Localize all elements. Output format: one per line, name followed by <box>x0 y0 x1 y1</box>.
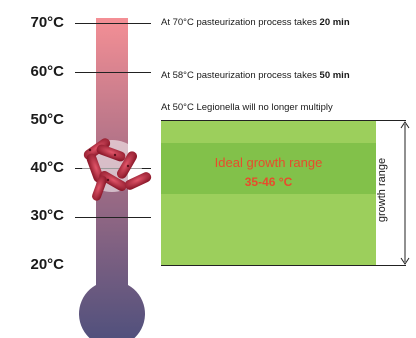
temp-label-30: 30°C <box>30 207 64 224</box>
range-top-line <box>161 120 406 121</box>
temp-label-40: 40°C <box>30 159 64 176</box>
range-bottom-line <box>161 265 406 266</box>
note-50: At 50°C Legionella will no longer multip… <box>161 102 333 113</box>
temp-label-50: 50°C <box>30 111 64 128</box>
ideal-range-value: 35-46 °C <box>244 175 293 189</box>
tick-30 <box>75 217 151 218</box>
temp-label-60: 60°C <box>30 63 64 80</box>
temp-label-70: 70°C <box>30 14 64 31</box>
ideal-range-title: Ideal growth range <box>214 155 323 170</box>
note-58: At 58°C pasteurization process takes 50 … <box>161 70 350 81</box>
tick-60 <box>75 72 151 73</box>
tick-70 <box>75 23 151 24</box>
ideal-growth-band <box>161 143 376 194</box>
note-70: At 70°C pasteurization process takes 20 … <box>161 17 350 28</box>
temp-label-20: 20°C <box>30 256 64 273</box>
